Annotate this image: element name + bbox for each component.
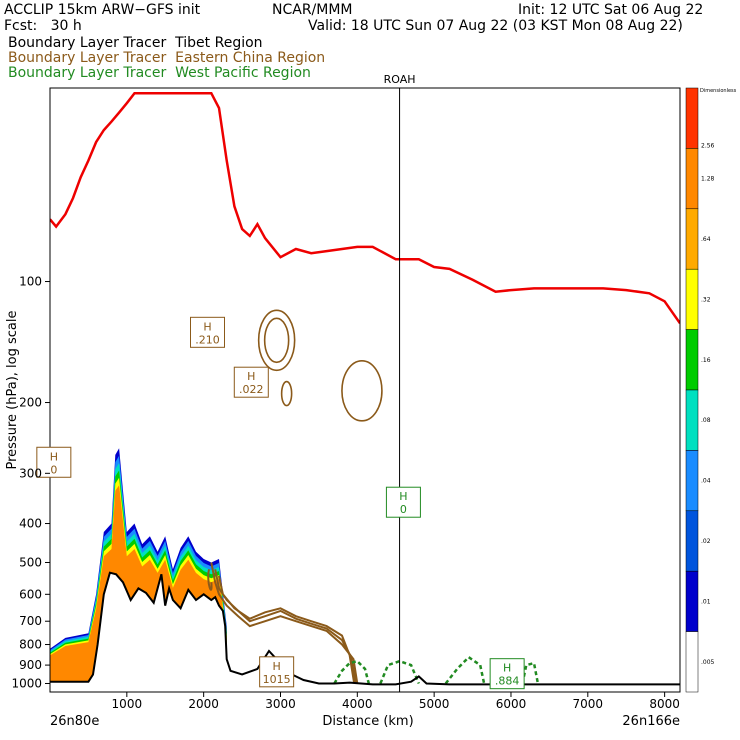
china-tracer-blob-mid — [341, 359, 383, 422]
colorbar-swatch-2 — [685, 208, 699, 270]
china-tracer-contour-west — [207, 569, 213, 591]
y-tick-label-7: 800 — [19, 638, 42, 652]
china-tracer-blob-upper — [257, 309, 296, 372]
y-tick-label-1: 200 — [19, 396, 42, 410]
high-marker-letter-0: H — [50, 450, 58, 463]
pacific-tracer-contour-2 — [444, 655, 486, 685]
colorbar-level-0: 2.56 — [701, 142, 715, 149]
x-tick-label-2: 3000 — [265, 697, 296, 711]
colorbar-swatch-5 — [685, 389, 699, 451]
legend-item-eastern-china: Boundary Layer Tracer Eastern China Regi… — [8, 50, 326, 66]
x-tick-label-1: 2000 — [188, 697, 219, 711]
colorbar-swatch-9 — [685, 631, 699, 693]
y-tick-label-8: 900 — [19, 658, 42, 672]
y-tick-label-4: 500 — [19, 555, 42, 569]
header-valid: Valid: 18 UTC Sun 07 Aug 22 (03 KST Mon … — [308, 18, 683, 34]
high-marker-box-5 — [489, 658, 525, 690]
china-tracer-contour-2 — [218, 575, 356, 684]
colorbar: Dimensionless 2.56 1.28 .64 .32 .16 .08 .04 .02.… — [685, 87, 737, 693]
y-tick-label-3: 400 — [19, 517, 42, 531]
colorbar-level-1: 1.28 — [701, 176, 715, 183]
x-tick-label-6: 7000 — [573, 697, 604, 711]
high-marker-letter-3: H — [273, 660, 281, 673]
colorbar-level-6: .04 — [701, 478, 711, 485]
x-tick-label-0: 1000 — [112, 697, 143, 711]
colorbar-level-3: .32 — [701, 296, 711, 303]
header-model-title: ACCLIP 15km ARW−GFS init — [4, 2, 201, 18]
colorbar-swatch-4 — [685, 329, 699, 391]
colorbar-level-2: .64 — [701, 236, 711, 243]
high-marker-box-2 — [233, 366, 269, 398]
high-marker-letter-1: H — [203, 320, 211, 333]
high-marker-value-4: 0 — [400, 503, 407, 516]
x-start-label: 26n80e — [50, 714, 99, 729]
plot-frame — [49, 87, 681, 693]
colorbar-level-7: .02 — [701, 538, 711, 545]
legend-item-tibet: Boundary Layer Tracer Tibet Region — [8, 35, 263, 51]
china-tracer-blob-small — [280, 380, 293, 407]
legend-item-west-pacific: Boundary Layer Tracer West Pacific Regio… — [8, 65, 311, 81]
colorbar-swatch-8 — [685, 570, 699, 632]
high-marker-box-4 — [385, 486, 421, 518]
y-tick-label-5: 600 — [19, 587, 42, 601]
x-axis-label: Distance (km) — [322, 714, 413, 729]
colorbar-swatch-1 — [685, 148, 699, 210]
colorbar-title: Dimensionless — [700, 88, 737, 94]
y-tick-label-6: 700 — [19, 614, 42, 628]
colorbar-level-8: .01 — [701, 598, 711, 605]
pacific-tracer-contour-0 — [333, 659, 371, 685]
high-marker-value-5: .884 — [495, 675, 520, 688]
colorbar-swatch-0 — [685, 87, 699, 149]
china-tracer-contour-0 — [210, 562, 359, 684]
terrain-line — [50, 571, 680, 686]
station-label: ROAH — [384, 73, 416, 86]
header-init: Init: 12 UTC Sat 06 Aug 22 — [518, 2, 704, 18]
header-forecast: Fcst: 30 h — [4, 18, 82, 34]
below-terrain-mask — [50, 572, 680, 692]
pacific-tracer-contour-3 — [521, 661, 540, 684]
colorbar-level-9: .005 — [701, 659, 715, 666]
colorbar-swatch-3 — [685, 268, 699, 330]
high-marker-value-2: .022 — [239, 383, 264, 396]
colorbar-swatch-6 — [685, 450, 699, 512]
x-tick-label-4: 5000 — [419, 697, 450, 711]
high-marker-value-1: .210 — [195, 333, 220, 346]
high-marker-box-1 — [190, 316, 225, 348]
y-tick-label-9: 1000 — [11, 676, 42, 690]
tropopause-line — [50, 91, 680, 325]
high-marker-box-0 — [36, 446, 72, 478]
high-marker-letter-4: H — [399, 490, 407, 503]
y-tick-label-0: 100 — [19, 275, 42, 289]
high-marker-value-0: 0 — [50, 463, 57, 476]
y-tick-label-2: 300 — [19, 466, 42, 480]
y-axis-label: Pressure (hPa), log scale — [5, 311, 20, 470]
high-marker-value-3: 1015 — [263, 673, 291, 686]
china-tracer-blob-upper-inner — [263, 317, 290, 364]
x-tick-label-3: 4000 — [342, 697, 373, 711]
x-tick-label-5: 6000 — [496, 697, 527, 711]
colorbar-swatch-7 — [685, 510, 699, 572]
high-marker-letter-2: H — [247, 370, 255, 383]
pacific-tracer-contour-1 — [379, 659, 420, 684]
x-end-label: 26n166e — [622, 714, 680, 729]
colorbar-level-4: .16 — [701, 357, 711, 364]
header-center: NCAR/MMM — [272, 2, 353, 18]
colorbar-level-5: .08 — [701, 417, 711, 424]
high-marker-letter-5: H — [503, 662, 511, 675]
high-marker-box-3 — [259, 656, 295, 688]
x-tick-label-7: 8000 — [649, 697, 680, 711]
